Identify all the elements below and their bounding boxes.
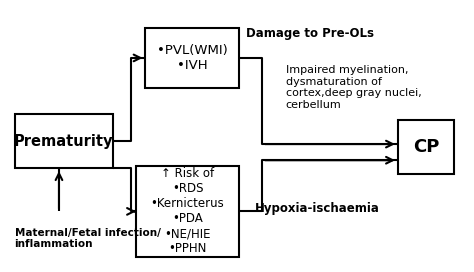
Text: Hypoxia-ischaemia: Hypoxia-ischaemia — [255, 202, 380, 215]
FancyBboxPatch shape — [136, 166, 239, 257]
Text: Prematurity: Prematurity — [14, 134, 113, 149]
Text: •PVL(WMI)
•IVH: •PVL(WMI) •IVH — [157, 44, 228, 72]
Text: CP: CP — [413, 138, 439, 156]
Text: ↑ Risk of
•RDS
•Kernicterus
•PDA
•NE/HIE
•PPHN: ↑ Risk of •RDS •Kernicterus •PDA •NE/HIE… — [151, 167, 224, 255]
Text: Damage to Pre-OLs: Damage to Pre-OLs — [246, 27, 374, 40]
FancyBboxPatch shape — [146, 28, 239, 88]
Text: Maternal/Fetal infection/
inflammation: Maternal/Fetal infection/ inflammation — [15, 227, 160, 249]
Text: Impaired myelination,
dysmaturation of
cortex,deep gray nuclei,
cerbellum: Impaired myelination, dysmaturation of c… — [286, 65, 421, 110]
FancyBboxPatch shape — [15, 115, 113, 168]
FancyBboxPatch shape — [398, 120, 454, 174]
